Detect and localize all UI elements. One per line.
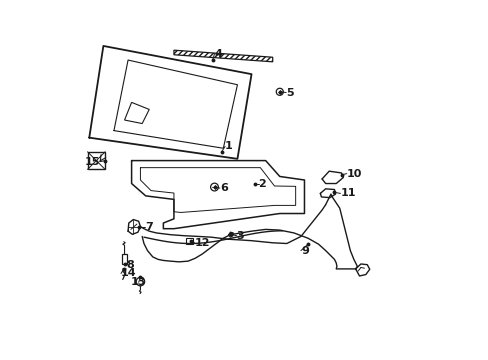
Text: 14: 14 xyxy=(121,269,136,279)
Text: 2: 2 xyxy=(258,179,266,189)
Text: 11: 11 xyxy=(340,188,355,198)
Text: 8: 8 xyxy=(126,260,134,270)
Polygon shape xyxy=(174,50,272,62)
Text: 9: 9 xyxy=(300,246,308,256)
Text: 13: 13 xyxy=(131,277,146,287)
Text: 10: 10 xyxy=(346,168,362,179)
Text: 15: 15 xyxy=(84,157,100,167)
Text: 12: 12 xyxy=(194,238,209,248)
Text: 7: 7 xyxy=(145,221,152,231)
Text: 3: 3 xyxy=(236,231,244,241)
Text: 1: 1 xyxy=(224,141,232,152)
Text: 4: 4 xyxy=(214,49,222,59)
Text: 5: 5 xyxy=(285,87,293,98)
Text: 6: 6 xyxy=(219,183,227,193)
